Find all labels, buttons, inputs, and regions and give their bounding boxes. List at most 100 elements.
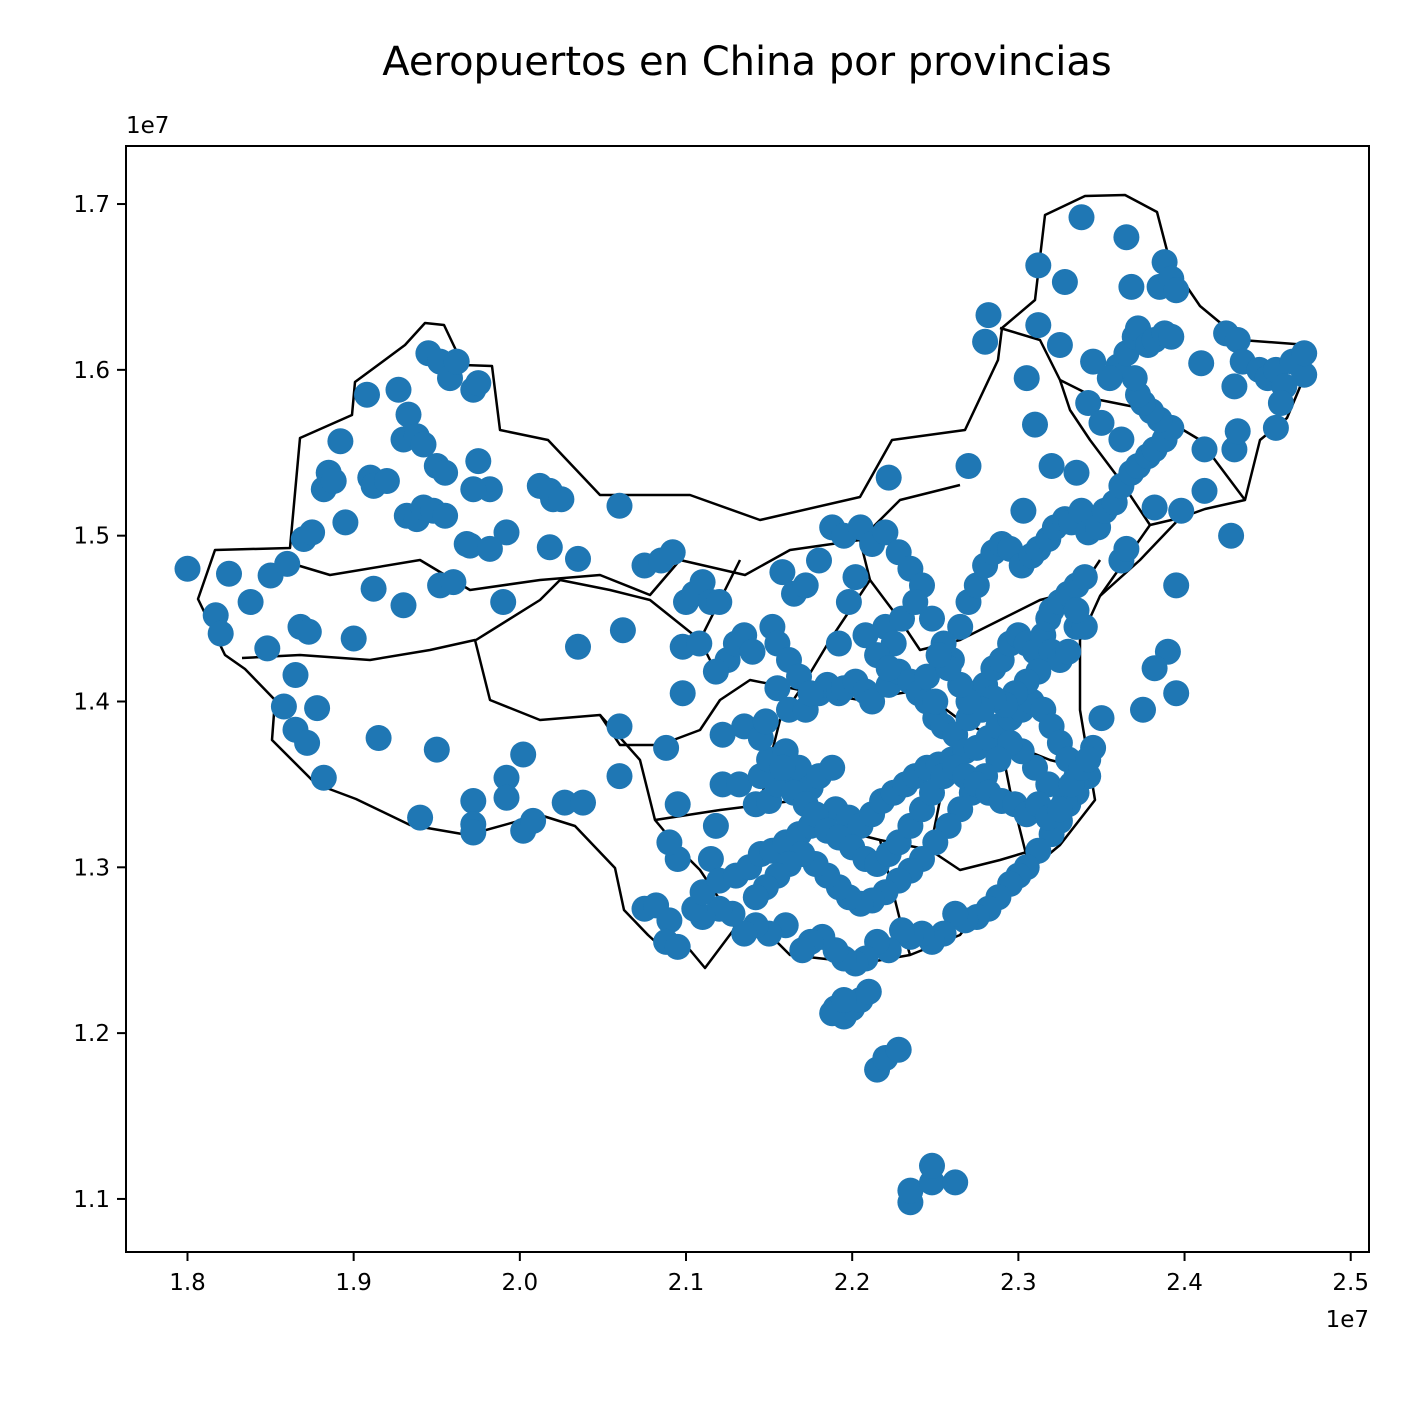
airport-point (1046, 796, 1073, 823)
airport-point (819, 754, 846, 781)
airport-point (885, 1036, 912, 1063)
airport-point (460, 819, 487, 846)
y-offset-label: 1e7 (126, 113, 169, 139)
airport-point (493, 519, 520, 546)
airport-point (520, 807, 547, 834)
airport-point (606, 492, 633, 519)
airport-point (1262, 414, 1289, 441)
airport-point (739, 638, 766, 665)
airport-point (1188, 350, 1215, 377)
x-axis: 1.8 1.9 2.0 2.1 2.2 2.3 2.4 2.5 (169, 1252, 1369, 1296)
airport-point (1221, 373, 1248, 400)
airport-point (237, 589, 264, 615)
airport-point (493, 784, 520, 811)
airport-points (174, 204, 1318, 1216)
airport-point (282, 662, 309, 688)
y-tick-label: 1.3 (73, 855, 110, 881)
airport-point (1088, 705, 1115, 732)
airport-point (320, 468, 347, 494)
airport-point (1071, 564, 1098, 591)
airport-point (1022, 411, 1048, 438)
x-tick-label: 2.3 (1000, 1270, 1037, 1296)
airport-point (806, 547, 832, 574)
airport-point (702, 812, 729, 839)
airport-point (1291, 340, 1318, 367)
airport-point (332, 509, 359, 536)
airport-point (872, 519, 899, 546)
airport-point (697, 846, 724, 872)
x-offset-label: 1e7 (1326, 1307, 1369, 1333)
airport-point (925, 642, 952, 669)
airport-point (354, 381, 380, 408)
airport-point (656, 907, 683, 934)
airport-point (875, 464, 902, 491)
airport-point (1080, 348, 1107, 375)
airport-point (310, 764, 337, 791)
airport-point (385, 376, 412, 403)
airport-point (789, 937, 816, 964)
airport-point (476, 535, 503, 562)
airport-point (1038, 453, 1065, 479)
airport-point (1163, 680, 1190, 707)
airport-point (304, 695, 331, 722)
airport-point (1025, 252, 1052, 279)
airport-point (842, 564, 869, 591)
plot-frame (125, 145, 1370, 1253)
airport-point (875, 655, 902, 682)
airport-point (972, 328, 999, 355)
airport-point (1096, 365, 1123, 392)
airport-point (1163, 277, 1190, 304)
y-axis: 1.1 1.2 1.3 1.4 1.5 1.6 1.7 (73, 192, 126, 1213)
airport-point (1191, 477, 1218, 504)
y-tick-label: 1.5 (73, 524, 110, 550)
airport-point (764, 675, 791, 702)
airport-point (1218, 522, 1245, 549)
airport-point (1224, 327, 1251, 353)
x-tick-label: 1.9 (335, 1270, 372, 1296)
airport-point (327, 428, 354, 455)
airport-point (664, 933, 691, 960)
airport-point (390, 592, 417, 619)
airport-point (835, 589, 862, 615)
airport-point (902, 589, 929, 615)
airport-point (1141, 494, 1168, 521)
airport-point (295, 618, 322, 645)
airport-point (294, 729, 321, 756)
airport-point (669, 680, 696, 707)
airport-point (570, 789, 596, 816)
x-tick-label: 2.5 (1332, 1270, 1369, 1296)
airport-point (1046, 332, 1073, 358)
airport-point (656, 829, 683, 856)
chart-title: Aeropuertos en China por provincias (382, 39, 1112, 85)
airport-point (360, 575, 387, 602)
airport-point (1088, 409, 1115, 436)
airport-point (551, 789, 578, 816)
airport-point (922, 688, 949, 715)
airport-point (742, 884, 769, 911)
airport-point (731, 920, 758, 947)
airport-point (1051, 269, 1078, 295)
airport-point (1013, 365, 1040, 392)
airport-point (726, 771, 753, 798)
airport-point (769, 559, 796, 586)
airport-point (410, 431, 437, 458)
airport-point (423, 736, 450, 763)
airport-point (1068, 204, 1095, 231)
airport-point (606, 713, 633, 740)
airport-point (709, 721, 736, 748)
x-tick-label: 2.1 (668, 1270, 705, 1296)
airport-point (769, 754, 796, 781)
airport-point (565, 633, 591, 660)
airport-point (1075, 746, 1102, 773)
airport-point (536, 534, 563, 561)
airport-point (830, 987, 857, 1013)
airport-point (270, 693, 297, 720)
airport-point (1108, 426, 1135, 453)
airport-point (1063, 459, 1090, 486)
airport-point (432, 502, 459, 529)
airport-point (963, 572, 990, 599)
airport-point (914, 663, 940, 690)
airport-point (855, 978, 882, 1005)
airport-point (1055, 638, 1082, 665)
